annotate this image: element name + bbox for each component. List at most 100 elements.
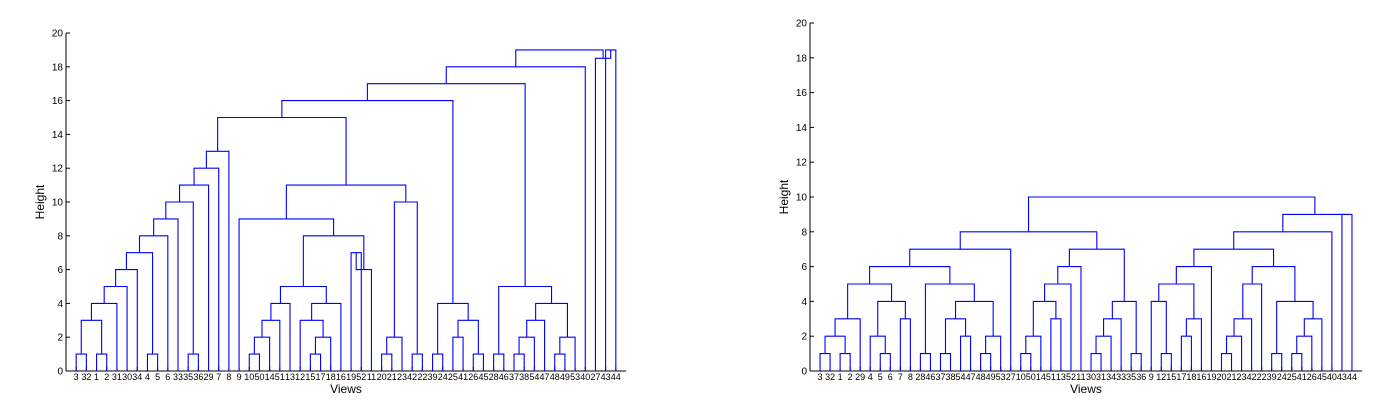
leaf-label-2: 15 [1166, 372, 1176, 382]
dendrogram-link-2 [939, 353, 952, 371]
leaf-label-1: 36 [193, 372, 203, 382]
dendrogram-link-1 [270, 302, 291, 371]
leaf-label-1: 47 [540, 372, 550, 382]
leaf-label-1: 4 [145, 372, 150, 382]
dendrogram-link-1 [350, 252, 362, 371]
x-axis-label-1: Views [330, 382, 362, 396]
dendrogram-link-1 [452, 336, 464, 371]
y-tick-label-2: 20 [796, 19, 808, 30]
dendrogram-link-1 [299, 319, 324, 371]
leaf-label-2: 30 [1086, 372, 1096, 382]
dendrogram-link-1 [165, 201, 194, 355]
dendrogram-link-2 [919, 353, 931, 371]
dendrogram-link-2 [959, 335, 972, 371]
leaf-label-2: 46 [925, 372, 935, 382]
leaf-label-1: 7 [216, 372, 221, 382]
y-axis-label-2: Height [777, 179, 791, 214]
dendrogram-link-1 [513, 353, 525, 371]
y-tick-label-2: 8 [801, 227, 807, 238]
leaf-label-1: 29 [204, 372, 214, 382]
dendrogram-link-2 [899, 318, 911, 371]
dendrogram-link-2 [1044, 283, 1072, 371]
y-tick-label-2: 12 [796, 158, 808, 169]
leaf-label-1: 35 [183, 372, 193, 382]
dendrogram-link-2 [1160, 353, 1172, 371]
leaf-label-1: 43 [601, 372, 611, 382]
dendrogram-link-1 [554, 353, 566, 371]
leaf-label-1: 37 [509, 372, 519, 382]
y-tick-label-2: 10 [796, 193, 808, 204]
leaf-label-2: 42 [1247, 372, 1257, 382]
y-tick-label-1: 18 [52, 62, 64, 73]
dendrogram-link-2 [819, 353, 831, 371]
dendrogram-link-1 [381, 353, 393, 371]
leaf-label-2: 7 [898, 372, 903, 382]
leaf-label-1: 8 [226, 372, 231, 382]
leaf-label-2: 51 [1046, 372, 1056, 382]
dendrogram-link-1 [179, 184, 210, 371]
leaf-label-1: 25 [448, 372, 458, 382]
leaf-label-1: 38 [519, 372, 529, 382]
dendrogram-link-1 [103, 285, 128, 371]
dendrogram-link-2 [1282, 213, 1347, 232]
leaf-label-1: 14 [265, 372, 275, 382]
dendrogram-link-1 [472, 353, 485, 371]
dendrogram-link-2 [1276, 300, 1314, 354]
dendrogram-link-1 [138, 235, 169, 371]
dendrogram-link-1 [515, 49, 604, 67]
leaf-label-1: 53 [570, 372, 580, 382]
leaf-label-2: 33 [1116, 372, 1126, 382]
leaf-label-2: 25 [1287, 372, 1297, 382]
leaf-label-2: 53 [996, 372, 1006, 382]
dendrogram-link-1 [146, 353, 159, 371]
dendrogram-link-2 [1185, 318, 1202, 371]
dendrogram-link-2 [1242, 283, 1263, 371]
dendrogram-link-1 [355, 252, 373, 371]
leaf-label-1: 16 [336, 372, 346, 382]
leaf-label-1: 24 [438, 372, 448, 382]
leaf-label-2: 5 [878, 372, 883, 382]
dendrogram-link-1 [411, 353, 423, 371]
leaf-label-1: 22 [417, 372, 427, 382]
leaf-label-1: 10 [244, 372, 254, 382]
leaf-label-1: 12 [295, 372, 305, 382]
leaf-label-1: 17 [316, 372, 326, 382]
y-tick-label-1: 0 [57, 367, 63, 378]
leaf-label-2: 19 [1206, 372, 1216, 382]
leaf-label-1: 27 [590, 372, 600, 382]
leaf-label-1: 5 [155, 372, 160, 382]
dendrogram-link-1 [115, 269, 138, 371]
dendrogram-link-2 [839, 353, 851, 371]
dendrogram-link-2 [1150, 300, 1167, 371]
leaf-label-2: 20 [1216, 372, 1226, 382]
leaf-label-2: 22 [1257, 372, 1267, 382]
leaf-label-1: 9 [237, 372, 242, 382]
dendrogram-link-1 [493, 353, 505, 371]
leaf-label-1: 15 [305, 372, 315, 382]
dendrogram-link-1 [217, 116, 347, 186]
leaf-label-2: 18 [1186, 372, 1196, 382]
dendrogram-link-2 [1027, 196, 1316, 232]
leaf-label-2: 26 [1307, 372, 1317, 382]
leaf-label-2: 47 [966, 372, 976, 382]
dendrogram-link-1 [594, 49, 612, 371]
dendrogram-link-1 [95, 353, 108, 371]
leaf-label-1: 19 [346, 372, 356, 382]
leaf-label-1: 18 [326, 372, 336, 382]
leaf-label-2: 50 [1026, 372, 1036, 382]
leaf-label-2: 31 [1096, 372, 1106, 382]
dendrogram-link-2 [1303, 318, 1323, 371]
leaf-label-2: 10 [1016, 372, 1026, 382]
dendrogram-link-1 [393, 201, 418, 355]
dendrogram-link-2 [959, 231, 1098, 250]
leaf-label-1: 20 [377, 372, 387, 382]
leaf-label-1: 1 [94, 372, 99, 382]
leaf-label-2: 12 [1156, 372, 1166, 382]
dendrogram-link-1 [80, 319, 103, 355]
leaf-label-1: 34 [132, 372, 142, 382]
dendrogram-link-1 [309, 353, 322, 371]
leaf-label-2: 21 [1227, 372, 1237, 382]
leaf-label-2: 9 [1149, 372, 1154, 382]
leaf-label-2: 43 [1337, 372, 1347, 382]
dendrogram-link-1 [153, 218, 179, 371]
